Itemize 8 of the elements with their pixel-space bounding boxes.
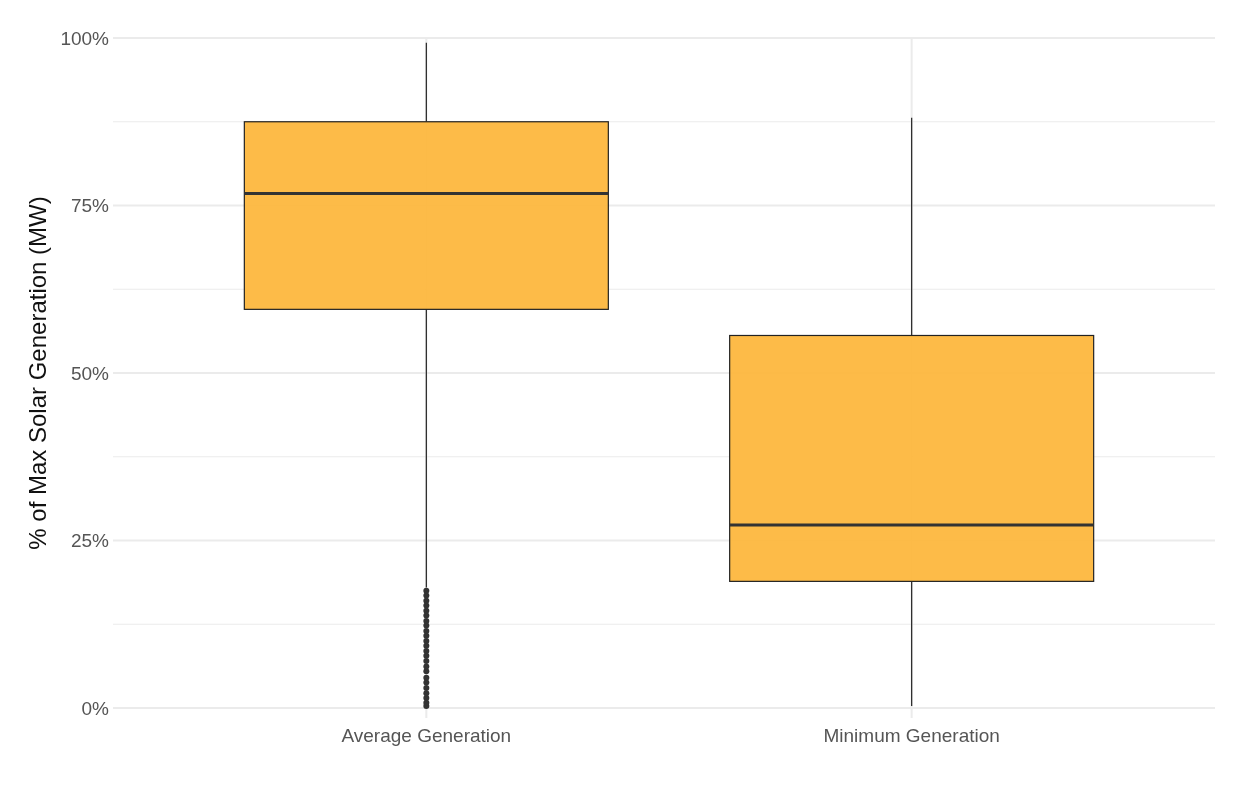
x-tick-label: Average Generation [341,725,512,746]
y-tick-label: 50% [70,362,110,384]
y-tick-label: 75% [70,195,110,217]
y-tick-label: 25% [70,530,110,552]
y-tick-label: 100% [60,27,110,49]
y-axis-title: % of Max Solar Generation (MW) [24,196,51,550]
y-tick-label: 0% [81,697,110,719]
x-tick-label: Minimum Generation [823,725,1000,746]
